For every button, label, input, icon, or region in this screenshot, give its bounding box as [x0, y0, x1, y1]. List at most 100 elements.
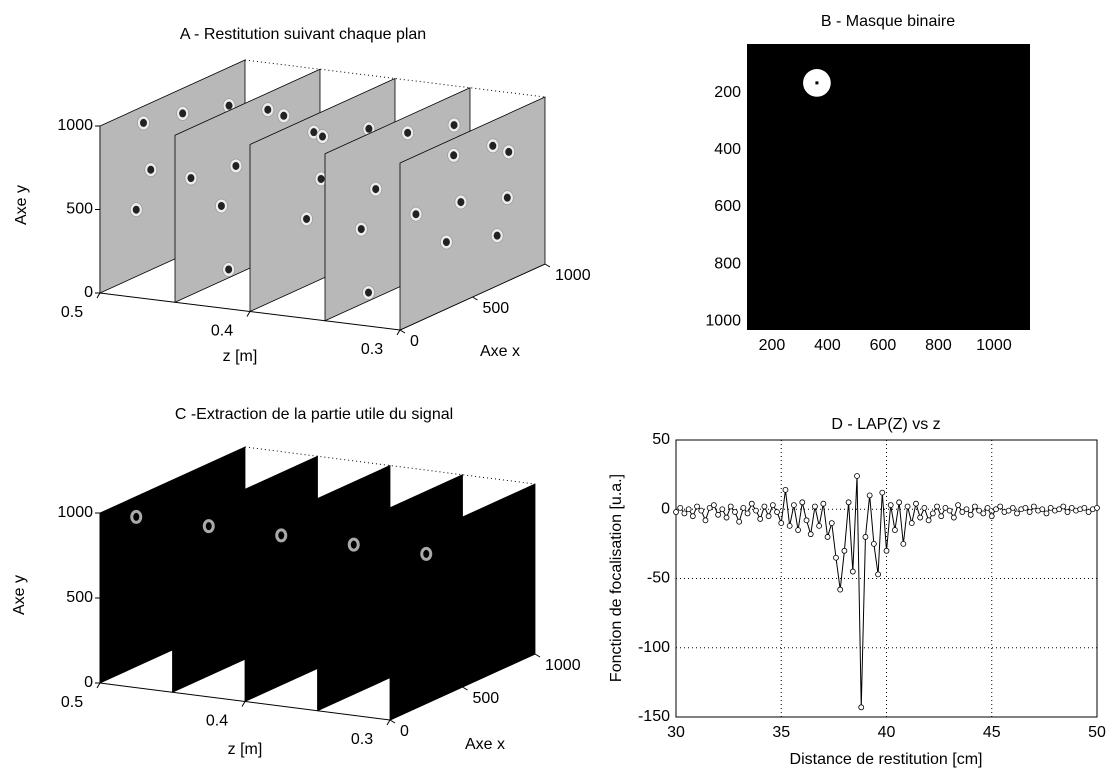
speckle	[232, 161, 240, 170]
marker	[993, 506, 999, 513]
speckle	[357, 225, 365, 234]
tick	[241, 701, 246, 707]
y-tick-label: 50	[652, 431, 670, 448]
marker	[757, 516, 764, 522]
marker	[988, 513, 995, 520]
marker	[1056, 506, 1063, 513]
marker	[1014, 510, 1020, 517]
x-tick-label: 500	[483, 300, 510, 317]
marker	[1047, 504, 1054, 511]
z-tick-label: 0.4	[211, 323, 233, 340]
marker	[727, 503, 734, 510]
marker	[1064, 509, 1071, 515]
plane	[389, 483, 536, 721]
y-tick-label: 0	[84, 284, 93, 301]
marker	[854, 473, 860, 479]
x-tick-label: 50	[1088, 724, 1106, 741]
speckle	[442, 238, 450, 247]
marker	[963, 506, 970, 513]
marker	[849, 568, 856, 575]
marker	[812, 503, 818, 510]
marker	[778, 520, 785, 526]
marker	[732, 509, 738, 515]
speckle	[412, 210, 420, 219]
marker	[879, 489, 886, 496]
tick	[399, 329, 406, 334]
y-tick-label: 500	[66, 589, 93, 606]
marker	[955, 502, 961, 508]
x-tick-label: 400	[814, 337, 841, 354]
x-tick-label: 200	[759, 337, 786, 354]
marker	[904, 503, 911, 510]
marker	[706, 504, 713, 511]
marker	[976, 507, 983, 514]
marker	[980, 510, 987, 517]
marker	[875, 571, 881, 578]
y-tick-label: 500	[66, 201, 93, 218]
y-tick-label: 1000	[705, 313, 741, 330]
marker	[761, 503, 768, 510]
tick	[389, 719, 396, 724]
z-tick-label: 0.3	[361, 341, 383, 358]
y-tick-label: 0	[84, 674, 93, 691]
marker	[753, 507, 759, 514]
z-tick-label: 0.3	[351, 731, 373, 748]
speckle	[217, 201, 225, 210]
speckle	[450, 121, 458, 130]
speckle	[179, 109, 187, 118]
x-tick-label: 1000	[976, 337, 1012, 354]
marker	[689, 513, 696, 520]
marker	[862, 534, 869, 540]
marker	[719, 506, 726, 513]
marker	[795, 527, 801, 533]
ring	[275, 528, 288, 543]
marker	[984, 504, 991, 511]
marker	[972, 503, 978, 510]
marker	[845, 499, 852, 506]
object-label: 3	[850, 82, 859, 99]
marker	[790, 502, 797, 508]
marker	[841, 547, 848, 554]
speckle	[225, 265, 233, 274]
marker	[950, 514, 957, 521]
marker	[934, 503, 940, 510]
speckle	[493, 231, 501, 240]
speckle	[310, 128, 318, 137]
z-label: z [m]	[223, 348, 258, 365]
marker	[1039, 506, 1046, 513]
y-tick-label: 400	[714, 141, 741, 158]
marker	[786, 522, 793, 529]
y-tick-label: 0	[661, 500, 670, 517]
tick	[462, 686, 468, 691]
speckle	[404, 128, 412, 137]
object-center	[815, 81, 819, 85]
image	[747, 44, 1030, 330]
x-tick-label: 600	[870, 337, 897, 354]
speckle	[489, 141, 497, 150]
ring	[202, 519, 215, 534]
tick	[96, 682, 101, 689]
marker	[803, 517, 810, 524]
speckle	[365, 124, 373, 133]
marker	[942, 504, 949, 511]
marker	[723, 514, 730, 521]
y-label: Fonction de focalisation [u.a.]	[608, 474, 625, 682]
marker	[681, 510, 688, 517]
marker	[1026, 509, 1033, 515]
x-tick-label: 500	[473, 690, 500, 707]
marker	[1009, 504, 1016, 511]
tick	[544, 263, 551, 268]
marker	[828, 520, 835, 526]
y-tick-label: 200	[714, 84, 741, 101]
x-tick-label: 0	[410, 333, 419, 350]
y-tick-label: 600	[714, 198, 741, 215]
x-tick-label: 45	[983, 724, 1001, 741]
ring	[420, 546, 433, 561]
y-label: Axe y	[13, 185, 30, 225]
marker	[1022, 504, 1029, 511]
marker	[892, 527, 898, 533]
marker	[917, 514, 924, 521]
speckle	[187, 174, 195, 183]
speckle	[372, 185, 380, 194]
